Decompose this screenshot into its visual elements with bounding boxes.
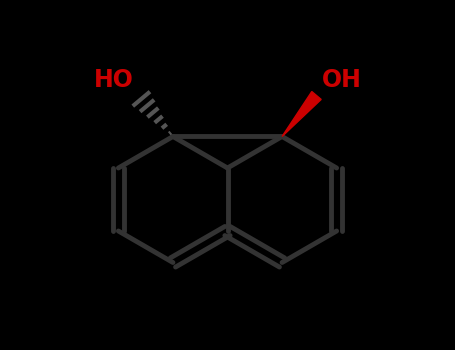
Polygon shape: [282, 92, 321, 136]
Text: OH: OH: [322, 68, 362, 92]
Text: HO: HO: [93, 68, 133, 92]
